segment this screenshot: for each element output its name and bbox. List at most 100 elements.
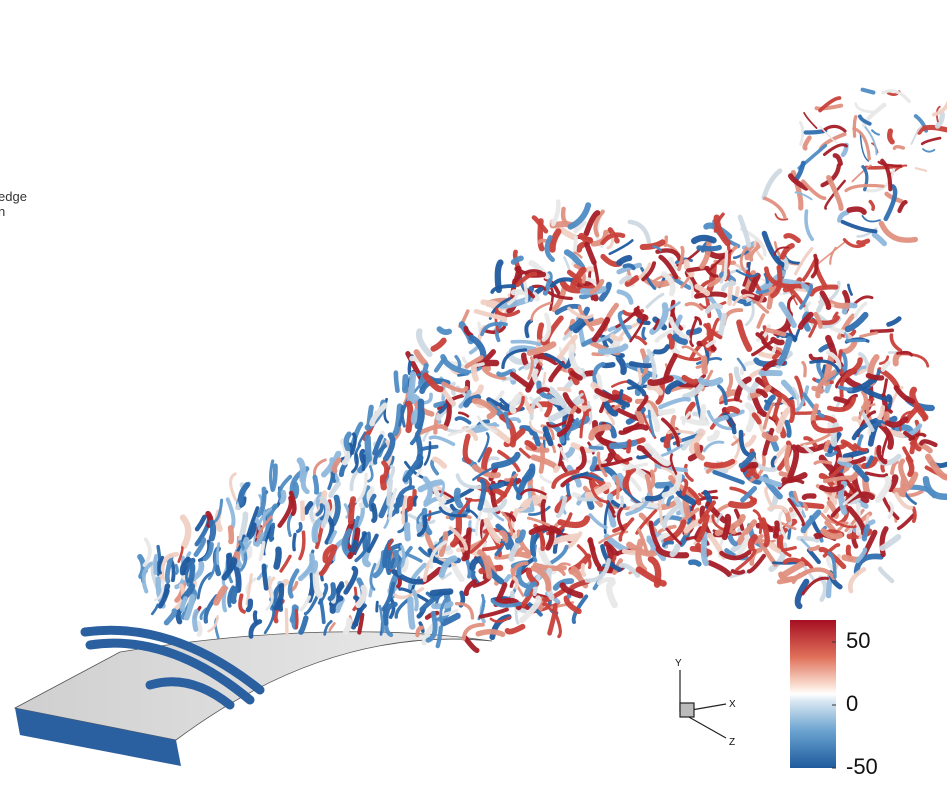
vortex xyxy=(474,366,476,379)
vortex xyxy=(410,374,413,401)
vortex xyxy=(167,611,175,623)
vortex xyxy=(896,354,900,364)
vortex xyxy=(912,127,922,144)
vortex xyxy=(830,248,836,264)
vortex xyxy=(900,202,906,211)
vortex xyxy=(240,595,244,611)
vortex xyxy=(856,104,875,112)
vortex xyxy=(934,103,947,114)
vortex xyxy=(848,285,851,295)
vortex xyxy=(407,525,408,539)
vortex xyxy=(548,547,567,565)
vortex xyxy=(541,476,551,483)
vortex xyxy=(758,315,763,327)
vortex xyxy=(587,245,594,263)
vortex xyxy=(391,559,393,567)
vortex xyxy=(863,90,874,93)
vortex xyxy=(341,465,345,475)
vortex xyxy=(849,209,864,212)
vortex xyxy=(656,347,668,352)
vortex xyxy=(661,411,673,413)
vortex xyxy=(675,355,700,360)
vortex xyxy=(840,387,851,389)
vortex xyxy=(521,449,530,457)
vortex xyxy=(748,405,753,429)
vortex xyxy=(868,376,881,378)
vortex xyxy=(368,438,369,459)
vortex xyxy=(563,209,566,223)
axis-label: Y xyxy=(675,658,682,669)
axis-label: X xyxy=(729,699,736,710)
vortex xyxy=(524,355,526,363)
vortex xyxy=(395,406,399,433)
vortex xyxy=(619,292,631,303)
vortex xyxy=(850,569,864,591)
vortex xyxy=(804,496,814,498)
vortex xyxy=(298,524,301,532)
vortex xyxy=(590,447,602,448)
vortex xyxy=(182,599,185,610)
vortex xyxy=(212,523,214,539)
vortex xyxy=(539,389,548,391)
vortex xyxy=(231,474,236,500)
vortex xyxy=(425,442,430,464)
vortex xyxy=(281,556,290,571)
vortex xyxy=(377,602,378,611)
vortex xyxy=(638,413,642,422)
vortex xyxy=(282,492,284,501)
vortex xyxy=(841,343,854,352)
vortex xyxy=(459,413,468,417)
vortex xyxy=(630,222,649,242)
vortex xyxy=(195,611,197,629)
vortex xyxy=(673,547,678,555)
vortex xyxy=(787,422,789,435)
vortex xyxy=(465,436,469,461)
vortex xyxy=(295,484,296,496)
vortex xyxy=(438,627,441,646)
vortex xyxy=(316,572,320,595)
vortex xyxy=(894,147,903,149)
vortex xyxy=(619,359,623,372)
vortex xyxy=(862,216,880,222)
vortex xyxy=(822,487,841,490)
vortex xyxy=(568,485,569,495)
vortex xyxy=(396,600,408,617)
vortex xyxy=(883,363,888,370)
vortex xyxy=(197,517,204,529)
vortex xyxy=(804,113,817,128)
vortex xyxy=(229,556,230,569)
vortex xyxy=(710,563,729,575)
vortex xyxy=(370,588,372,596)
vortex xyxy=(467,561,469,577)
vortex xyxy=(264,566,266,588)
vortex xyxy=(840,459,850,460)
vortex xyxy=(457,418,470,423)
vortex xyxy=(247,548,249,557)
vortex xyxy=(883,91,910,102)
vortex xyxy=(467,530,469,557)
vortex xyxy=(251,622,260,637)
vortex xyxy=(273,466,276,490)
vortex xyxy=(433,592,451,594)
colorbar-label: 0 xyxy=(846,691,858,716)
vortex xyxy=(791,402,793,421)
vortex xyxy=(228,499,234,527)
vortex xyxy=(650,387,661,392)
vortex xyxy=(806,211,812,239)
vortex xyxy=(412,413,413,423)
vortex xyxy=(481,610,507,617)
vortex xyxy=(572,347,580,371)
vortex xyxy=(581,236,590,241)
page: edge n 500-50 Y X Z (() => { const data … xyxy=(0,0,947,795)
vortex xyxy=(313,563,315,571)
vortex xyxy=(260,543,263,559)
vortex xyxy=(809,550,819,562)
vortex xyxy=(632,479,640,490)
vortex xyxy=(351,499,353,521)
vortex xyxy=(733,571,743,573)
vortex xyxy=(854,419,861,424)
vortex xyxy=(729,375,732,389)
vortex xyxy=(544,315,549,340)
vortex xyxy=(198,623,200,635)
vortex xyxy=(152,605,158,614)
